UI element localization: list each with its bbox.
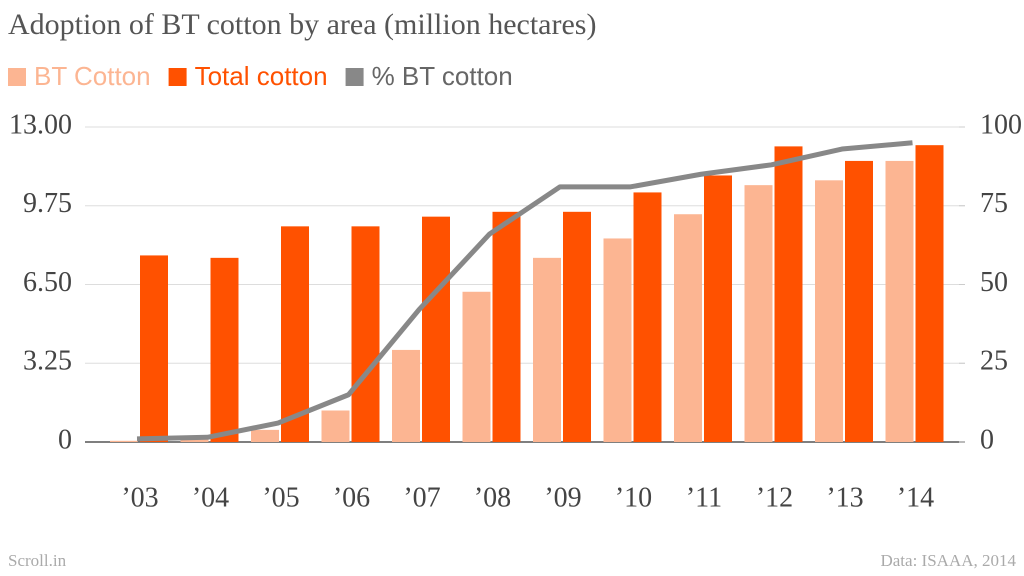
bar [603, 238, 632, 442]
bar [633, 192, 662, 442]
x-tick-label: ’04 [192, 482, 229, 513]
x-tick-label: ’10 [615, 482, 652, 513]
legend-label: BT Cotton [34, 61, 151, 91]
bar [815, 180, 843, 443]
y-tick-label: 9.75 [23, 188, 72, 219]
x-tick-label: ’06 [333, 482, 370, 513]
legend-label: % BT cotton [372, 61, 513, 91]
bar [885, 160, 914, 442]
bar [180, 439, 209, 442]
bar [251, 429, 279, 442]
y-tick-label: 3.25 [23, 346, 72, 377]
y2-tick-label: 100 [980, 109, 1022, 140]
bar [210, 257, 239, 442]
y-tick-label: 0 [58, 424, 72, 455]
x-tick-label: ’09 [544, 482, 581, 513]
bar [492, 211, 521, 442]
bar [915, 145, 944, 442]
y2-tick-label: 75 [980, 188, 1008, 219]
y2-tick-label: 0 [980, 424, 994, 455]
bar [392, 349, 420, 442]
bar [140, 255, 168, 442]
y-tick-label: 6.50 [23, 267, 72, 298]
bar [563, 211, 591, 442]
x-tick-label: ’14 [897, 482, 934, 513]
publisher: Scroll.in [8, 551, 67, 570]
bar [462, 291, 491, 442]
x-tick-label: ’08 [474, 482, 511, 513]
x-tick-label: ’03 [121, 482, 158, 513]
chart-title: Adoption of BT cotton by area (million h… [8, 8, 596, 41]
bar [533, 257, 561, 442]
bar [321, 410, 350, 442]
line [136, 140, 913, 442]
x-tick-label: ’05 [262, 482, 299, 513]
bar [351, 226, 380, 442]
bar [674, 214, 702, 442]
bar [774, 146, 803, 442]
x-tick-label: ’13 [826, 482, 863, 513]
y2-tick-label: 25 [980, 346, 1008, 377]
bar [110, 440, 138, 442]
bar [704, 175, 732, 442]
legend-swatch [345, 68, 364, 86]
bar [422, 216, 450, 442]
source: Data: ISAAA, 2014 [880, 551, 1016, 570]
bar [845, 160, 873, 442]
x-tick-label: ’07 [403, 482, 440, 513]
x-tick-label: ’11 [686, 482, 722, 513]
bar [744, 185, 773, 442]
bar [281, 226, 309, 442]
y2-tick-label: 50 [980, 267, 1008, 298]
x-tick-label: ’12 [756, 482, 793, 513]
y-tick-label: 13.00 [9, 109, 72, 140]
legend-swatch [8, 68, 26, 86]
legend-swatch [168, 68, 187, 86]
legend-label: Total cotton [195, 61, 328, 91]
